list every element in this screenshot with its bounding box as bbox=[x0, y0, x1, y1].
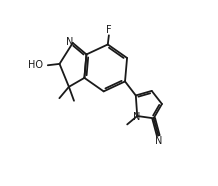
Text: HO: HO bbox=[28, 60, 43, 70]
Text: N: N bbox=[66, 37, 74, 47]
Text: N: N bbox=[155, 136, 162, 146]
Text: N: N bbox=[133, 112, 140, 122]
Text: F: F bbox=[106, 25, 112, 35]
